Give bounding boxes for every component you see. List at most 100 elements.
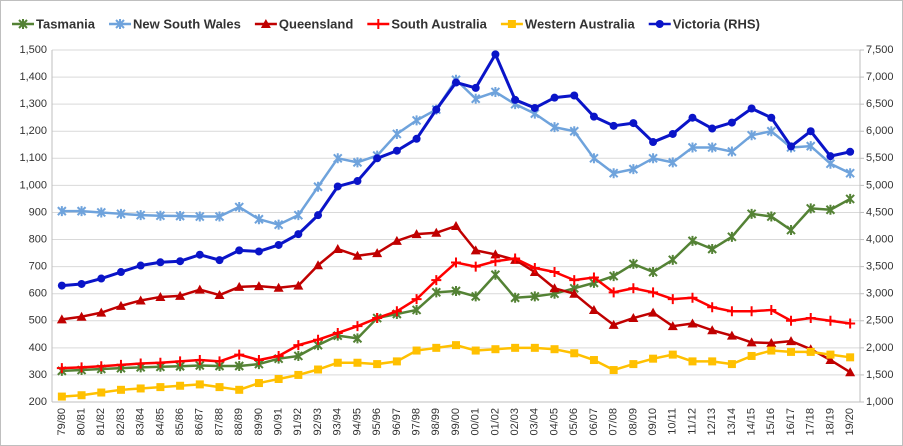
marker bbox=[668, 350, 677, 359]
marker bbox=[451, 257, 461, 268]
marker bbox=[175, 210, 185, 221]
y2-tick-label: 7,500 bbox=[866, 44, 894, 56]
y2-tick-label: 5,000 bbox=[866, 179, 894, 191]
marker bbox=[391, 306, 402, 317]
marker bbox=[746, 306, 757, 317]
marker bbox=[431, 227, 442, 237]
marker bbox=[234, 281, 245, 291]
marker bbox=[313, 334, 324, 345]
y2-tick-label: 1,000 bbox=[866, 396, 894, 408]
marker bbox=[767, 113, 776, 122]
x-tick-label: 02/03 bbox=[509, 408, 521, 436]
marker bbox=[668, 129, 677, 138]
marker bbox=[253, 281, 264, 291]
marker bbox=[648, 153, 658, 164]
x-tick-label: 89/90 bbox=[253, 408, 265, 436]
marker bbox=[826, 350, 835, 359]
x-tick-label: 80/81 bbox=[75, 408, 87, 436]
x-tick-label: 81/82 bbox=[95, 408, 107, 436]
y-tick-label: 700 bbox=[29, 261, 47, 273]
marker bbox=[470, 245, 481, 255]
marker bbox=[530, 343, 539, 352]
marker bbox=[215, 383, 224, 392]
marker bbox=[333, 153, 343, 164]
marker bbox=[707, 244, 717, 255]
marker bbox=[787, 347, 796, 356]
marker bbox=[234, 202, 244, 213]
marker bbox=[372, 248, 383, 258]
marker bbox=[747, 104, 756, 113]
x-tick-label: 09/10 bbox=[647, 408, 659, 436]
marker bbox=[332, 327, 343, 338]
x-tick-label: 93/94 bbox=[332, 408, 344, 436]
marker bbox=[452, 78, 460, 87]
marker bbox=[451, 285, 461, 296]
marker bbox=[550, 345, 559, 354]
marker bbox=[411, 294, 422, 305]
x-tick-label: 05/06 bbox=[568, 408, 580, 436]
marker bbox=[708, 357, 717, 366]
marker bbox=[253, 355, 264, 366]
marker bbox=[254, 214, 264, 225]
marker bbox=[609, 121, 618, 130]
marker bbox=[628, 313, 639, 323]
x-tick-label: 18/19 bbox=[824, 408, 836, 436]
x-tick-label: 17/18 bbox=[805, 408, 817, 436]
x-tick-label: 10/11 bbox=[667, 408, 679, 435]
marker bbox=[511, 343, 520, 352]
marker bbox=[806, 141, 816, 152]
y2-tick-label: 2,000 bbox=[866, 342, 894, 354]
marker bbox=[629, 119, 638, 128]
x-tick-label: 04/05 bbox=[548, 408, 560, 436]
marker bbox=[529, 262, 540, 273]
marker bbox=[332, 244, 343, 254]
x-tick-label: 08/09 bbox=[627, 408, 639, 436]
marker bbox=[727, 231, 737, 242]
marker bbox=[18, 19, 28, 29]
marker bbox=[115, 300, 126, 310]
marker bbox=[194, 355, 205, 366]
marker bbox=[293, 210, 304, 221]
marker bbox=[490, 269, 501, 280]
marker bbox=[260, 19, 271, 28]
marker bbox=[747, 351, 756, 360]
marker bbox=[293, 340, 304, 351]
marker bbox=[825, 204, 836, 215]
marker bbox=[57, 392, 66, 401]
marker bbox=[77, 279, 86, 288]
marker bbox=[273, 350, 284, 361]
marker bbox=[727, 118, 736, 127]
x-tick-label: 19/20 bbox=[844, 408, 856, 436]
marker bbox=[313, 260, 324, 270]
marker bbox=[155, 357, 166, 368]
marker bbox=[845, 168, 855, 179]
marker bbox=[135, 295, 146, 305]
marker bbox=[825, 315, 836, 326]
marker bbox=[588, 272, 599, 283]
y-tick-label: 200 bbox=[29, 396, 47, 408]
marker bbox=[235, 385, 244, 394]
x-tick-label: 12/13 bbox=[706, 408, 718, 436]
y2-tick-label: 5,500 bbox=[866, 152, 894, 164]
marker bbox=[294, 230, 303, 239]
marker bbox=[333, 182, 342, 191]
marker bbox=[96, 361, 107, 372]
marker bbox=[352, 321, 363, 332]
marker bbox=[156, 258, 165, 267]
marker bbox=[194, 284, 205, 294]
marker bbox=[373, 360, 382, 369]
marker bbox=[726, 330, 737, 340]
marker bbox=[628, 258, 639, 269]
marker bbox=[214, 211, 225, 222]
marker bbox=[569, 126, 579, 137]
marker bbox=[77, 391, 86, 400]
marker bbox=[116, 268, 125, 277]
marker bbox=[569, 275, 580, 286]
marker bbox=[254, 247, 263, 256]
marker bbox=[845, 318, 856, 329]
y-tick-label: 1,400 bbox=[19, 71, 47, 83]
y-tick-label: 1,200 bbox=[19, 125, 47, 137]
marker bbox=[490, 249, 501, 259]
